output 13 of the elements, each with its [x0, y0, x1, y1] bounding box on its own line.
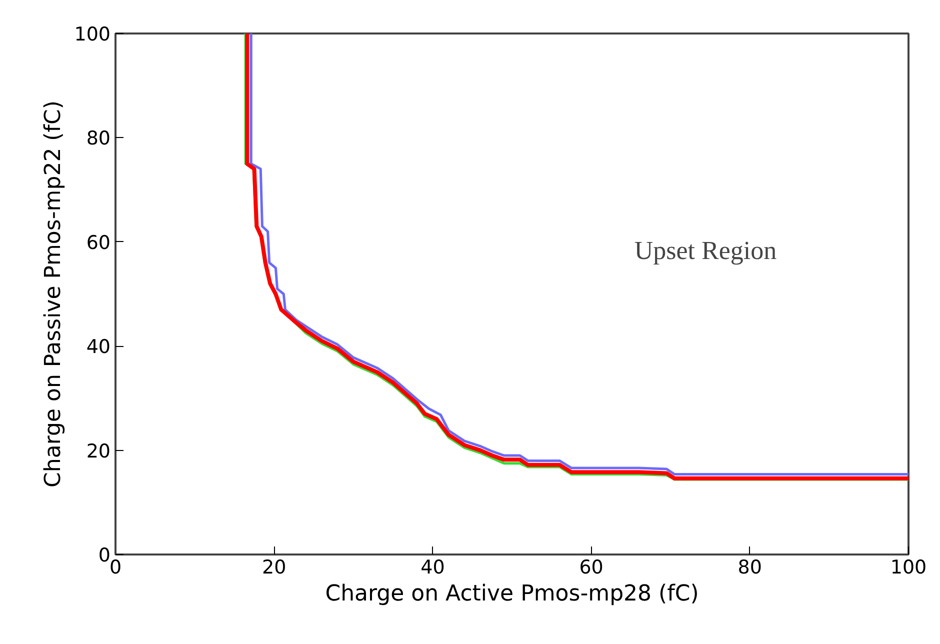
x-tick-label: 80: [738, 556, 762, 578]
y-tick-label: 40: [86, 336, 111, 358]
annotation: Upset Region: [634, 236, 777, 265]
x-tick-label: 20: [262, 556, 286, 578]
y-tick-label: 20: [86, 440, 111, 462]
y-tick-label: 60: [86, 232, 111, 254]
x-tick-label: 40: [420, 556, 445, 578]
y-axis-title: Charge on Passive Pmos-mp22 (fC): [41, 100, 66, 488]
x-axis-title: Charge on Active Pmos-mp28 (fC): [325, 582, 699, 606]
x-tick-label: 60: [579, 556, 604, 578]
x-tick-label: 100: [890, 556, 927, 578]
y-tick-label: 100: [74, 24, 110, 46]
y-tick-label: 80: [86, 128, 111, 150]
